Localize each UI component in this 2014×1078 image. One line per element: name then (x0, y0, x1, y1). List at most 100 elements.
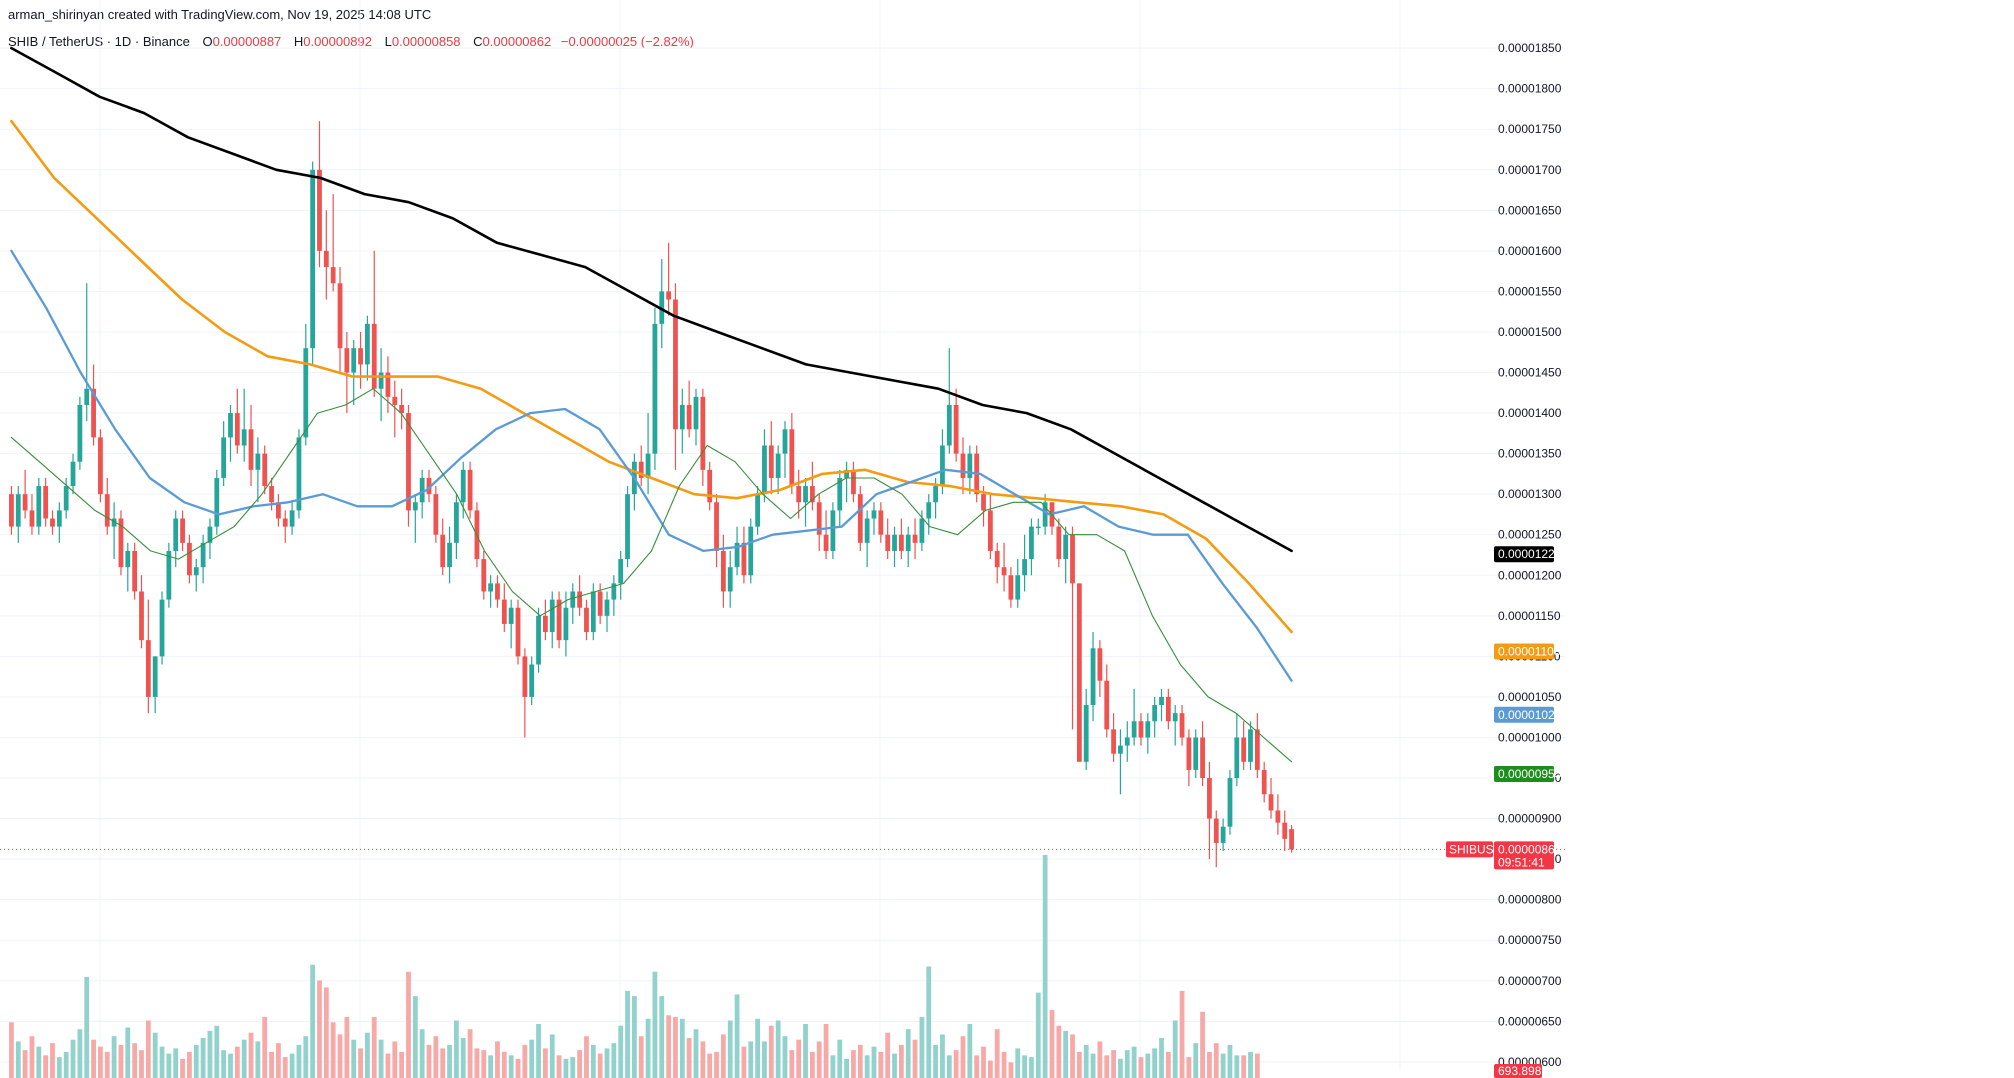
volume-bar (809, 1051, 815, 1078)
volume-bar (1165, 1051, 1171, 1078)
candle-body (830, 510, 836, 551)
candle (289, 502, 295, 535)
volume-bar (570, 1057, 576, 1078)
candle-body (310, 169, 316, 349)
candle (809, 461, 815, 511)
candle-body (187, 542, 192, 576)
candle-body (898, 534, 904, 551)
candle-body (584, 607, 589, 633)
candle-body (933, 486, 938, 503)
candle-body (125, 550, 131, 568)
candle (1131, 688, 1137, 746)
candle-body (406, 413, 411, 511)
candle-body (1213, 818, 1219, 843)
volume-bar (365, 1032, 370, 1078)
volume-bar (693, 1029, 699, 1078)
volume-tag-label: 693.898 (1498, 1064, 1542, 1078)
volume-bar (481, 1050, 487, 1078)
volume-bar (241, 1039, 247, 1078)
volume-bar (536, 1023, 541, 1078)
candle (1179, 705, 1185, 746)
candle (851, 461, 856, 503)
candle-body (330, 267, 336, 284)
candle (652, 307, 658, 470)
candle (173, 510, 179, 568)
candle-body (9, 494, 14, 527)
volume-bar (714, 1051, 719, 1078)
candle (940, 429, 945, 495)
candle-body (823, 534, 829, 551)
price-axis-label: 0.00001250 (1498, 528, 1562, 542)
candle-body (673, 299, 678, 430)
price-axis-label: 0.00001150 (1498, 609, 1561, 623)
ma-price-tag: 0.00001106 (1494, 643, 1561, 660)
candle (1165, 688, 1171, 730)
volume-bar (1124, 1050, 1130, 1078)
volume-bar (1179, 990, 1185, 1078)
candle (570, 583, 576, 624)
candle (700, 388, 706, 487)
candle (426, 469, 432, 503)
candle (447, 526, 452, 584)
candle-body (522, 656, 528, 697)
ma-price-tag: 0.00001028 (1494, 706, 1562, 723)
volume-bar (1145, 1053, 1151, 1078)
candle (1275, 794, 1281, 835)
candle (618, 550, 624, 600)
volume-bar (289, 1053, 295, 1078)
volume-bar (618, 1025, 624, 1078)
price-axis-label: 0.00001050 (1498, 690, 1562, 704)
candle-body (495, 583, 500, 600)
volume-bar (933, 1044, 938, 1078)
candle (714, 494, 719, 568)
price-axis-label: 0.00001350 (1498, 447, 1562, 461)
volume-bar (1254, 1053, 1260, 1078)
volume-bar (303, 1036, 309, 1078)
candle (584, 599, 589, 641)
volume-bar (501, 1051, 507, 1078)
volume-bar (789, 1050, 795, 1078)
candle (1159, 688, 1164, 722)
volume-bar (577, 1050, 583, 1078)
volume-bar (837, 1039, 843, 1078)
symbol-title[interactable]: SHIB / TetherUS · 1D · Binance (8, 34, 190, 49)
candle-body (412, 502, 418, 511)
candle (611, 575, 617, 616)
price-axis-label: 0.00001550 (1498, 284, 1562, 298)
candle (994, 542, 1000, 584)
candle-body (173, 518, 179, 551)
candle (1254, 713, 1260, 779)
candle (255, 437, 261, 503)
candle (1111, 713, 1116, 762)
volume-bar (522, 1044, 528, 1078)
volume-bar (426, 1044, 432, 1078)
candle-body (344, 348, 350, 373)
candle-body (919, 518, 925, 543)
volume-bar (371, 1017, 377, 1078)
price-axis-label: 0.00001000 (1498, 730, 1562, 744)
candle-body (700, 396, 706, 470)
candle-body (1145, 721, 1151, 738)
candle (686, 380, 692, 438)
volume-bar (29, 1036, 35, 1078)
candle-body (1186, 737, 1192, 770)
volume-bar (851, 1050, 856, 1078)
volume-bar (1022, 1055, 1027, 1078)
volume-bar (139, 1050, 144, 1078)
candle-body (597, 591, 603, 616)
volume-bar (940, 1034, 945, 1078)
volume-bar (132, 1043, 138, 1078)
candle-body (337, 283, 343, 349)
candle-body (296, 437, 302, 511)
candle-body (50, 518, 55, 527)
candle-body (912, 534, 918, 543)
volume-bar (378, 1039, 384, 1078)
candle (1008, 567, 1014, 608)
candle (789, 413, 795, 495)
candle (1029, 518, 1034, 576)
candle (481, 550, 487, 600)
candle (673, 283, 678, 470)
candle (707, 461, 713, 511)
